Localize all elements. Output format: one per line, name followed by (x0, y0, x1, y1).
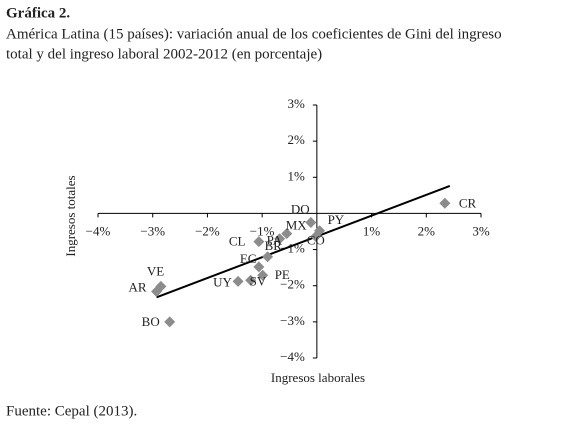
point-label: PY (328, 212, 345, 227)
point-label: EC (240, 251, 257, 266)
y-tick-label: 3% (288, 96, 306, 111)
x-tick-label: −3% (140, 223, 165, 238)
y-tick-label: −2% (280, 277, 305, 292)
point (281, 228, 293, 240)
x-axis-title: Ingresos laborales (271, 370, 365, 385)
point-label: MX (286, 218, 308, 233)
y-tick-label: 2% (288, 132, 306, 147)
point (232, 275, 244, 287)
point (253, 236, 265, 248)
point (439, 197, 451, 209)
point (253, 261, 265, 273)
point (310, 231, 322, 243)
point-label: AR (129, 279, 147, 294)
chart-subtitle: total y del ingreso laboral 2002-2012 (e… (6, 46, 322, 62)
point (164, 316, 176, 328)
x-tick-label: 1% (363, 223, 381, 238)
x-tick-label: −2% (195, 223, 220, 238)
point-label: BR (265, 238, 283, 253)
y-tick-label: 1% (288, 168, 306, 183)
x-tick-label: −1% (250, 223, 275, 238)
point-label: PA (267, 233, 283, 248)
point-label: CL (229, 234, 246, 249)
source: Fuente: Cepal (2013). (6, 403, 137, 419)
point (274, 233, 286, 245)
point-label: UY (213, 274, 232, 289)
chart-title: Gráfica 2. (6, 5, 70, 21)
point-label: DO (291, 201, 310, 216)
point (262, 251, 274, 263)
point (305, 216, 317, 228)
point (257, 269, 269, 281)
point-label: VE (147, 263, 164, 278)
point-label: CO (307, 233, 325, 248)
point (151, 285, 163, 297)
point (245, 274, 257, 286)
y-tick-label: −3% (280, 313, 305, 328)
x-tick-label: 2% (418, 223, 436, 238)
y-tick-label: −4% (280, 349, 305, 364)
chart-subtitle: América Latina (15 países): variación an… (6, 26, 502, 42)
y-axis-title: Ingresos totales (63, 175, 78, 256)
point-label: BO (142, 314, 160, 329)
x-tick-label: 3% (472, 223, 490, 238)
point-label: SV (250, 273, 267, 288)
trend-line (156, 185, 451, 299)
point-label: CR (459, 195, 477, 210)
x-tick-label: −4% (86, 223, 111, 238)
point-label: PE (275, 267, 290, 282)
